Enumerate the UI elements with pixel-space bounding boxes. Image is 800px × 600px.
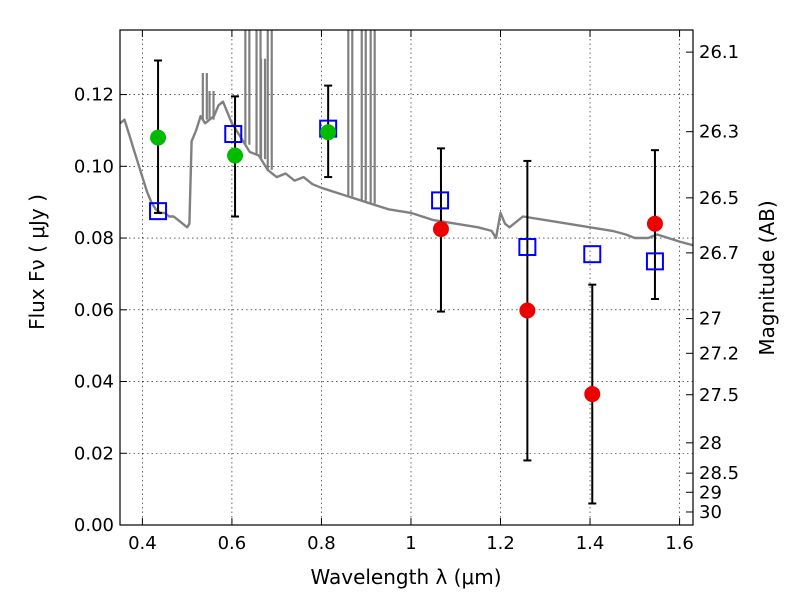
- template-spectrum: [120, 30, 693, 247]
- observed-point: [150, 129, 167, 146]
- right-tick-label: 26.1: [699, 42, 739, 63]
- right-tick-label: 28: [699, 433, 722, 454]
- x-tick-label: 1.2: [486, 533, 515, 554]
- right-tick-label: 30: [699, 502, 722, 523]
- x-tick-label: 0.8: [307, 533, 336, 554]
- x-tick-label: 0.4: [128, 533, 157, 554]
- y-axis-title: Flux Fν ( μJy ): [25, 194, 49, 330]
- model-square-marker: [518, 238, 537, 257]
- right-tick-label: 27.5: [699, 385, 739, 406]
- y-tick-label: 0.04: [74, 372, 114, 393]
- right-tick-label: 28.5: [699, 463, 739, 484]
- model-square-marker: [149, 202, 168, 221]
- observed-point: [320, 124, 337, 141]
- x-axis-title: Wavelength λ (μm): [310, 565, 501, 589]
- model-square-marker: [583, 245, 602, 264]
- model-square-marker: [431, 191, 450, 210]
- x-tick-label: 1.4: [576, 533, 605, 554]
- grid: [120, 30, 693, 526]
- x-tick-label: 1: [405, 533, 416, 554]
- observed-point: [432, 221, 449, 238]
- right-tick-label: 27: [699, 309, 722, 330]
- model-square-marker: [645, 252, 664, 271]
- data-markers: [149, 119, 664, 403]
- axis-ticks: [120, 30, 693, 526]
- y-tick-label: 0.02: [74, 443, 114, 464]
- observed-point: [584, 386, 601, 403]
- plot-frame: [119, 29, 694, 526]
- y-tick-label: 0.12: [74, 85, 114, 106]
- template-spectrum-line: [120, 100, 693, 247]
- observed-point: [227, 147, 244, 164]
- axis-tick-labels: 0.4 0.6 0.8 1 1.2 1.4 1.6 0.00 0.02 0.04 0.06 0.08 0…: [74, 42, 739, 554]
- observed-point: [519, 302, 536, 319]
- right-tick-label: 26.5: [699, 188, 739, 209]
- model-square-marker: [224, 125, 243, 144]
- x-tick-label: 1.6: [665, 533, 694, 554]
- y-axis-right-title: Magnitude (AB): [755, 200, 779, 355]
- right-tick-label: 26.3: [699, 122, 739, 143]
- y-tick-label: 0.08: [74, 228, 114, 249]
- y-tick-label: 0.06: [74, 300, 114, 321]
- right-tick-label: 27.2: [699, 343, 739, 364]
- y-tick-label: 0.00: [74, 515, 114, 536]
- observed-point: [646, 215, 663, 232]
- right-tick-label: 29: [699, 482, 722, 503]
- right-tick-label: 26.7: [699, 243, 739, 264]
- y-tick-label: 0.10: [74, 156, 114, 177]
- x-tick-label: 0.6: [218, 533, 247, 554]
